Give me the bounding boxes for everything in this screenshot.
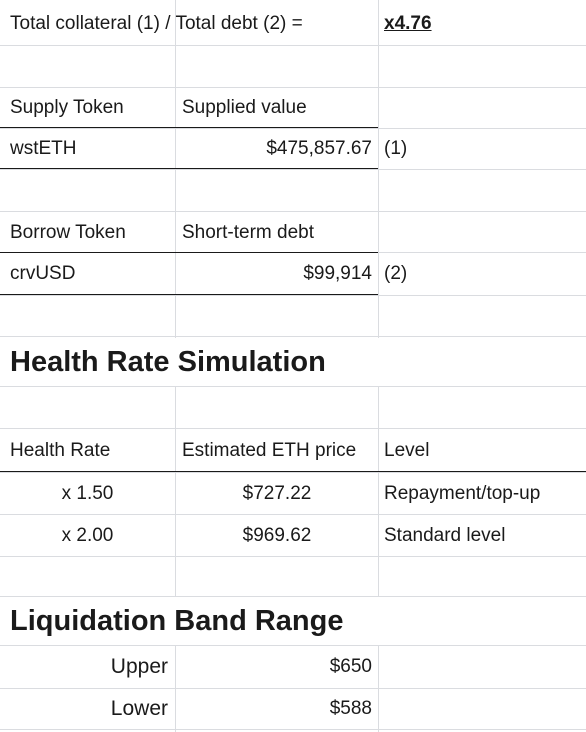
borrow-value-header[interactable]: Short-term debt (182, 213, 378, 252)
health-rate-cell[interactable]: x 1.50 (0, 473, 175, 514)
ratio-label-cell[interactable]: Total collateral (1) / Total debt (2) = (10, 4, 370, 44)
grid-line (0, 556, 586, 557)
grid-line (0, 386, 586, 387)
band-value: $650 (329, 656, 372, 677)
health-rate: x 1.50 (61, 482, 114, 504)
liquidation-title-cell[interactable]: Liquidation Band Range (10, 597, 430, 645)
borrow-token: crvUSD (10, 263, 76, 284)
health-rate-cell[interactable]: x 2.00 (0, 515, 175, 556)
health-rate-header-text: Health Rate (10, 440, 111, 461)
grid-line (0, 295, 586, 296)
band-label-cell[interactable]: Lower (0, 689, 168, 729)
grid-line (0, 128, 586, 129)
ratio-value: x4.76 (384, 13, 432, 34)
level: Repayment/top-up (384, 482, 541, 504)
eth-price-cell[interactable]: $969.62 (176, 515, 378, 556)
level: Standard level (384, 524, 506, 546)
borrow-ref: (2) (384, 263, 408, 284)
band-label-cell[interactable]: Upper (0, 646, 168, 688)
supply-row-border (0, 168, 378, 169)
grid-line (0, 472, 586, 473)
borrow-token-header[interactable]: Borrow Token (10, 213, 175, 252)
supply-value-header-text: Supplied value (182, 96, 307, 118)
health-sim-title: Health Rate Simulation (10, 345, 326, 378)
ratio-label: Total collateral (1) / Total debt (2) = (10, 13, 303, 34)
grid-line (0, 428, 586, 429)
level-cell[interactable]: Repayment/top-up (384, 473, 584, 514)
grid-line (0, 514, 586, 515)
supply-ref-cell[interactable]: (1) (384, 129, 574, 169)
band-value: $588 (329, 698, 372, 719)
borrow-value: $99,914 (303, 263, 372, 284)
supply-ref: (1) (384, 138, 408, 159)
band-label: Upper (110, 655, 168, 678)
band-value-cell[interactable]: $588 (176, 689, 372, 729)
eth-price-header[interactable]: Estimated ETH price (182, 430, 378, 472)
ratio-value-cell[interactable]: x4.76 (384, 4, 574, 44)
supply-header-border (0, 127, 378, 128)
band-label: Lower (110, 697, 168, 720)
grid-line (0, 211, 586, 212)
grid-line (0, 87, 586, 88)
borrow-value-header-text: Short-term debt (182, 221, 314, 243)
band-value-cell[interactable]: $650 (176, 646, 372, 688)
supply-value-cell[interactable]: $475,857.67 (176, 129, 372, 169)
grid-line (0, 45, 586, 46)
grid-line (0, 688, 586, 689)
eth-price: $969.62 (242, 524, 312, 546)
supply-value: $475,857.67 (266, 138, 372, 159)
eth-price-cell[interactable]: $727.22 (176, 473, 378, 514)
level-header-text: Level (384, 440, 430, 461)
level-cell[interactable]: Standard level (384, 515, 584, 556)
eth-price: $727.22 (242, 482, 312, 504)
liquidation-title: Liquidation Band Range (10, 604, 344, 637)
grid-line (0, 336, 586, 337)
level-header[interactable]: Level (384, 430, 574, 472)
health-rate-header[interactable]: Health Rate (10, 430, 175, 472)
supply-token-header[interactable]: Supply Token (10, 88, 175, 127)
supply-token-cell[interactable]: wstETH (10, 129, 175, 169)
grid-line (0, 169, 586, 170)
health-sim-title-cell[interactable]: Health Rate Simulation (10, 338, 410, 386)
borrow-value-cell[interactable]: $99,914 (176, 254, 372, 294)
borrow-ref-cell[interactable]: (2) (384, 254, 574, 294)
supply-value-header[interactable]: Supplied value (182, 88, 378, 127)
health-rate: x 2.00 (61, 524, 114, 546)
borrow-header-border (0, 252, 378, 253)
supply-token-header-text: Supply Token (10, 96, 124, 118)
borrow-row-border (0, 294, 378, 295)
eth-price-header-text: Estimated ETH price (182, 440, 357, 461)
grid-line (0, 645, 586, 646)
borrow-token-header-text: Borrow Token (10, 221, 126, 243)
supply-token: wstETH (10, 138, 77, 159)
grid-line (0, 729, 586, 730)
borrow-token-cell[interactable]: crvUSD (10, 254, 175, 294)
grid-line (0, 596, 586, 597)
health-header-border (0, 471, 586, 472)
